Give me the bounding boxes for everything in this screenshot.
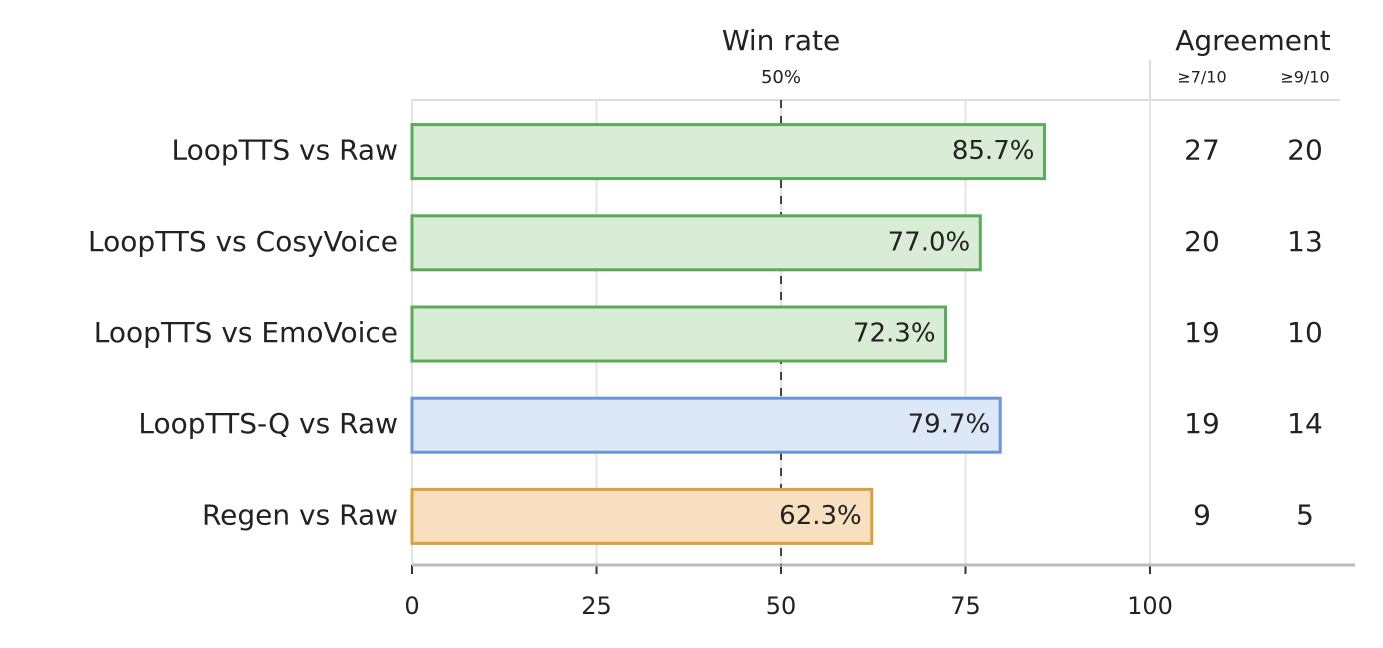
table-title: Agreement — [1175, 24, 1331, 57]
table-cell: 14 — [1287, 407, 1323, 440]
bar-value-label: 85.7% — [952, 136, 1035, 166]
table-cell: 10 — [1287, 316, 1323, 349]
bar — [410, 396, 1002, 454]
chart-title: Win rate — [722, 24, 840, 57]
table-cell: 19 — [1184, 407, 1220, 440]
table-cell: 27 — [1184, 134, 1220, 167]
table-cell: 19 — [1184, 316, 1220, 349]
bar-value-label: 72.3% — [853, 319, 936, 349]
x-tick-label: 100 — [1127, 592, 1173, 620]
bar-value-label: 62.3% — [779, 501, 862, 531]
y-tick-label: LoopTTS vs Raw — [172, 134, 399, 167]
bar — [410, 305, 948, 363]
bar-value-label: 79.7% — [908, 410, 991, 440]
table-column-header: ≥9/10 — [1280, 68, 1329, 87]
reference-label: 50% — [761, 67, 801, 88]
bar — [410, 487, 874, 545]
table-cell: 13 — [1287, 225, 1323, 258]
table-column-header: ≥7/10 — [1177, 68, 1226, 87]
table-cell: 20 — [1287, 134, 1323, 167]
bar — [410, 123, 1046, 181]
bar-value-label: 77.0% — [888, 227, 971, 257]
y-tick-label: LoopTTS-Q vs Raw — [138, 407, 398, 440]
bar — [410, 214, 982, 272]
x-tick-label: 25 — [581, 592, 612, 620]
y-tick-label: LoopTTS vs CosyVoice — [88, 225, 398, 258]
y-tick-label: Regen vs Raw — [202, 498, 398, 531]
y-tick-label: LoopTTS vs EmoVoice — [94, 316, 398, 349]
x-tick-label: 75 — [950, 592, 981, 620]
table-cell: 20 — [1184, 225, 1220, 258]
x-tick-label: 0 — [404, 592, 419, 620]
x-tick-label: 50 — [766, 592, 797, 620]
table-cell: 5 — [1296, 498, 1314, 531]
table-cell: 9 — [1193, 498, 1211, 531]
